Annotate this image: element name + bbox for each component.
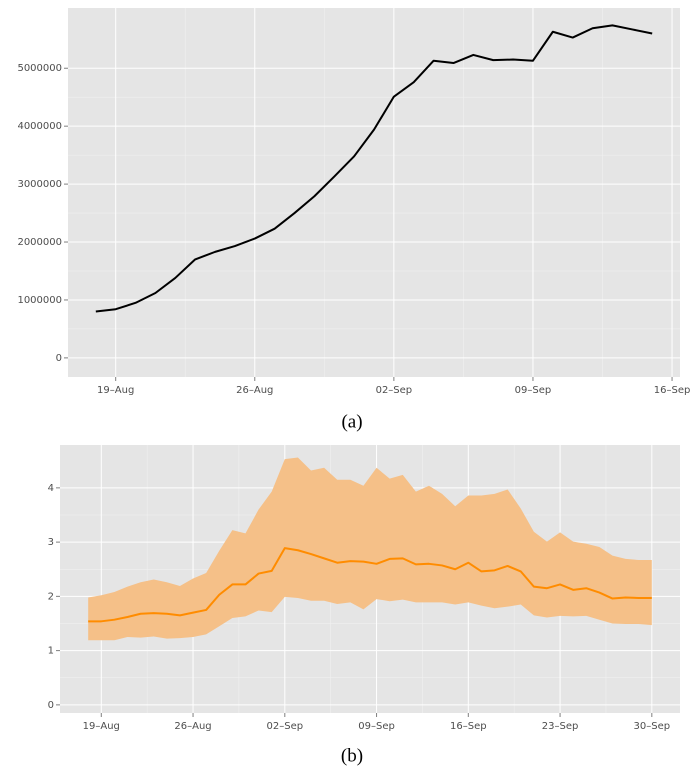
y-tick-label: 3000000 — [17, 179, 62, 190]
x-tick-label: 19–Aug — [97, 385, 134, 396]
caption: (a) — [341, 411, 362, 432]
x-tick-label: 26–Aug — [236, 385, 273, 396]
x-tick-label: 30–Sep — [634, 721, 671, 732]
y-tick-label: 0 — [48, 700, 54, 711]
plot-panel — [68, 8, 680, 377]
y-tick-label: 0 — [56, 353, 62, 364]
y-tick-label: 3 — [48, 537, 54, 548]
x-tick-label: 02–Sep — [376, 385, 413, 396]
y-tick-label: 1000000 — [17, 295, 62, 306]
x-tick-label: 19–Aug — [83, 721, 120, 732]
y-tick-label: 4000000 — [17, 121, 62, 132]
y-tick-label: 5000000 — [17, 63, 62, 74]
x-tick-label: 16–Sep — [654, 385, 691, 396]
y-tick-label: 2000000 — [17, 237, 62, 248]
x-tick-label: 16–Sep — [450, 721, 487, 732]
y-tick-label: 4 — [48, 483, 54, 494]
data-line — [88, 547, 652, 623]
x-tick-label: 09–Sep — [515, 385, 552, 396]
data-line — [95, 24, 653, 313]
x-tick-label: 02–Sep — [267, 721, 304, 732]
ribbon — [88, 457, 652, 641]
caption: (b) — [341, 745, 363, 766]
x-tick-label: 26–Aug — [174, 721, 211, 732]
x-tick-label: 09–Sep — [358, 721, 395, 732]
x-tick-label: 23–Sep — [542, 721, 579, 732]
y-tick-label: 2 — [48, 591, 54, 602]
y-tick-label: 1 — [48, 646, 54, 657]
